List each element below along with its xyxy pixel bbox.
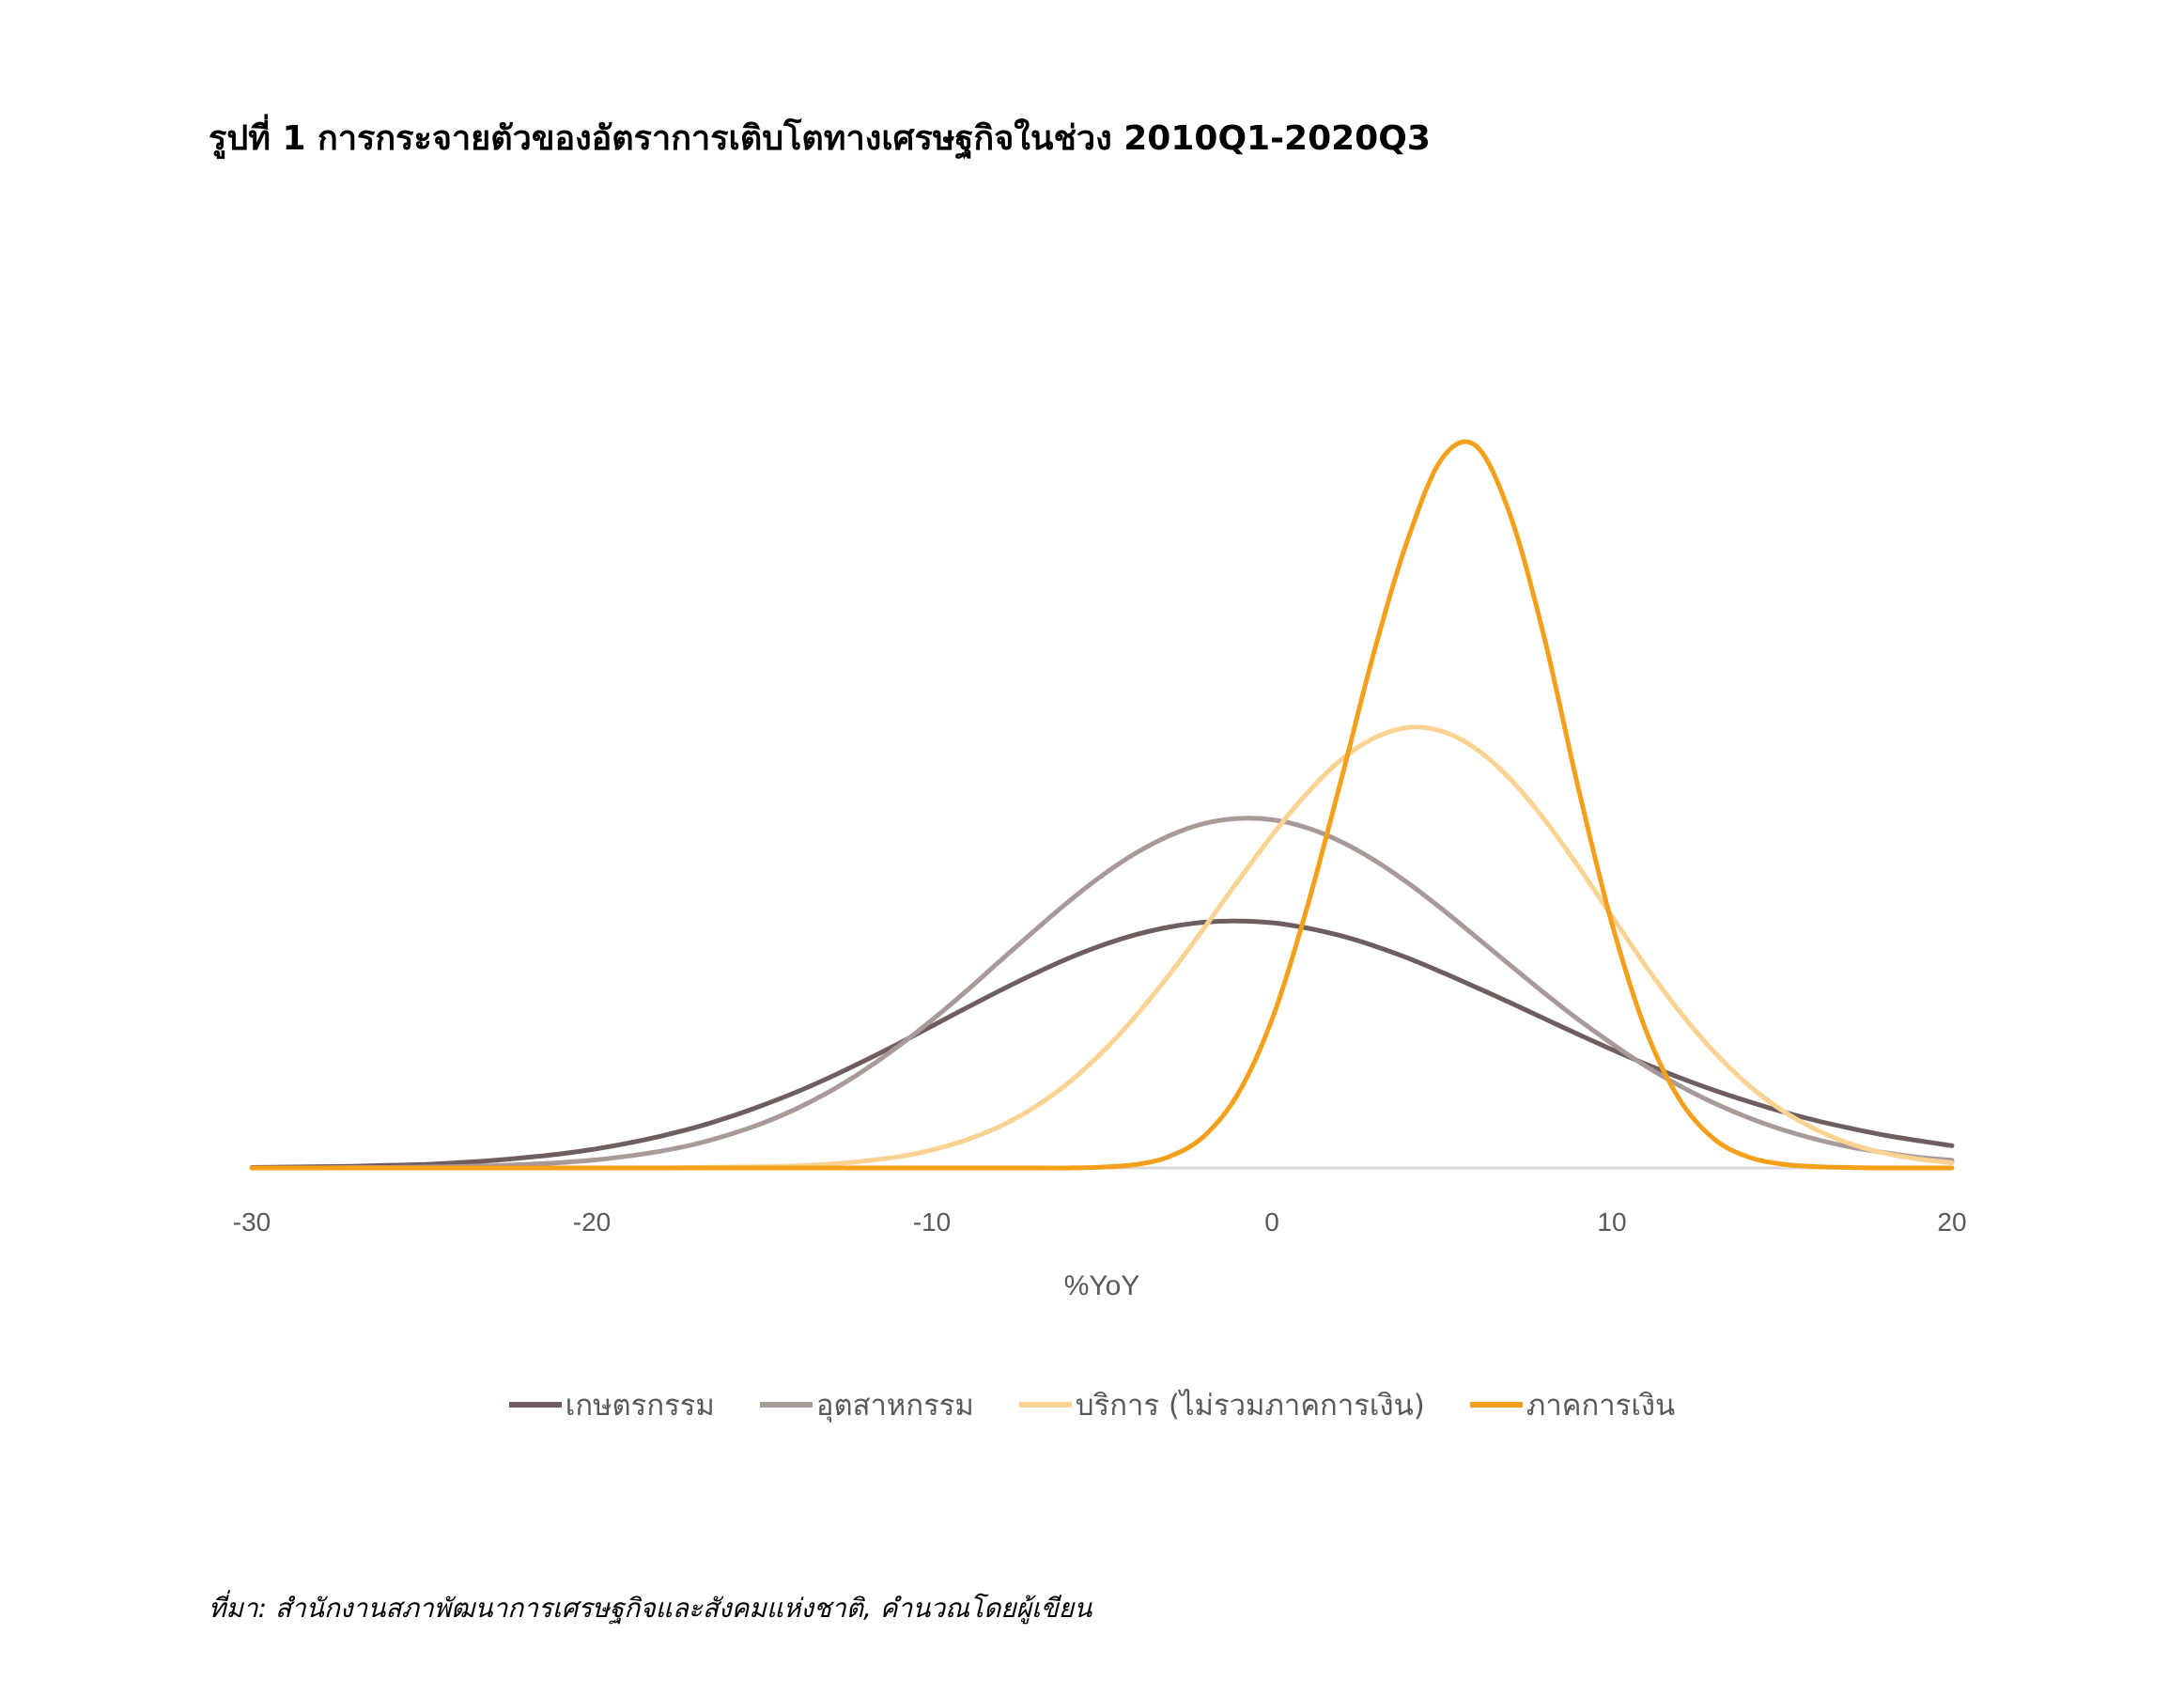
legend-label: เกษตรกรรม	[565, 1389, 715, 1423]
x-tick-label: 10	[1597, 1207, 1626, 1237]
x-tick-labels: -30 -20 -10 0 10 20	[233, 1207, 1967, 1237]
x-axis-title: %YoY	[1064, 1270, 1140, 1301]
source-note: ที่มา: สำนักงานสภาพัฒนาการเศรษฐกิจและสัง…	[209, 1593, 1092, 1624]
legend-swatch	[1469, 1402, 1523, 1408]
legend-item-2: อุตสาหกรรม	[759, 1381, 974, 1428]
legend-label: บริการ (ไม่รวมภาคการเงิน)	[1075, 1389, 1425, 1423]
x-tick-label: 20	[1937, 1207, 1966, 1237]
legend-item-1: เกษตรกรรม	[508, 1381, 715, 1428]
legend-item-4: ภาคการเงิน	[1469, 1381, 1676, 1428]
legend-label: ภาคการเงิน	[1526, 1389, 1676, 1423]
series-line-2	[249, 816, 1955, 1171]
x-tick-label: -10	[913, 1207, 951, 1237]
series-line-1	[249, 918, 1955, 1170]
x-tick-label: -30	[233, 1207, 271, 1237]
legend-label: อุตสาหกรรม	[815, 1389, 974, 1423]
legend-item-3: บริการ (ไม่รวมภาคการเงิน)	[1018, 1381, 1425, 1428]
legend-swatch	[1018, 1402, 1072, 1408]
x-tick-label: -20	[573, 1207, 611, 1237]
legend: เกษตรกรรม อุตสาหกรรม บริการ (ไม่รวมภาคการเ…	[0, 1381, 2184, 1428]
legend-swatch	[759, 1402, 813, 1408]
series-line-4	[249, 439, 1955, 1171]
chart-title: รูปที่ 1 การกระจายตัวของอัตราการเติบโตทา…	[209, 119, 1431, 158]
legend-swatch	[508, 1402, 562, 1408]
x-tick-label: 0	[1264, 1207, 1279, 1237]
series-layer	[249, 439, 1955, 1171]
